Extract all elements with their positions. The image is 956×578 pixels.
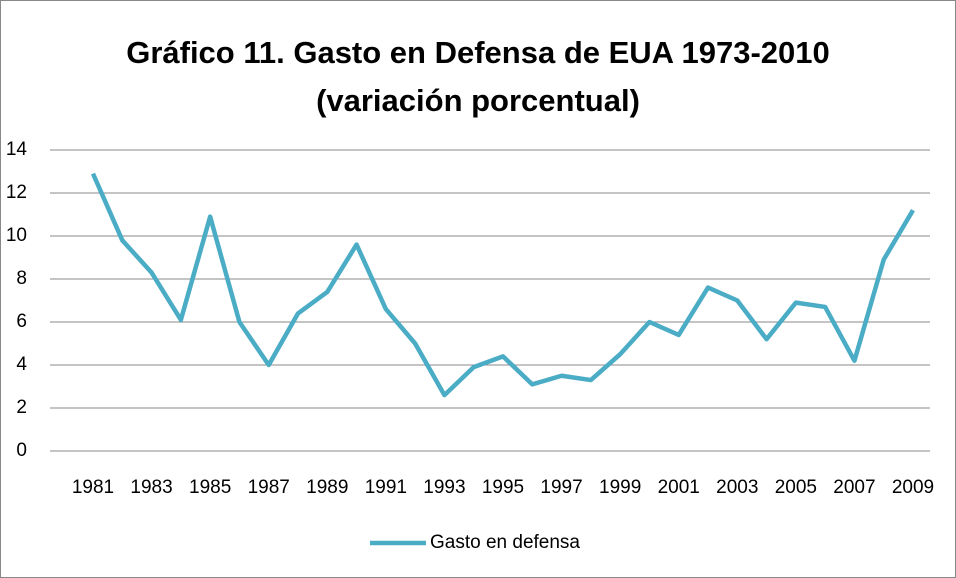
y-tick-label: 12 [6,182,27,203]
x-tick-label: 2005 [775,477,817,498]
x-tick-label: 1989 [306,477,348,498]
y-tick-label: 2 [16,397,27,418]
x-tick-label: 2003 [716,477,758,498]
chart-title: Gráfico 11. Gasto en Defensa de EUA 1973… [126,35,830,70]
line-series [90,172,915,398]
x-tick-label: 1987 [248,477,290,498]
x-tick-label: 1997 [540,477,582,498]
y-tick-label: 4 [16,354,27,375]
x-tick-label: 1999 [599,477,641,498]
x-tick-label: 1983 [130,477,172,498]
y-tick-label: 6 [16,311,27,332]
y-tick-label: 0 [16,440,27,461]
x-tick-label: 1991 [365,477,407,498]
y-tick-label: 8 [16,268,27,289]
x-tick-label: 1993 [423,477,465,498]
chart-subtitle: (variación porcentual) [316,83,640,118]
y-tick-label: 10 [6,225,27,246]
x-tick-label: 1995 [482,477,524,498]
x-tick-label: 2001 [658,477,700,498]
x-tick-label: 2009 [892,477,934,498]
y-tick-label: 14 [6,139,28,160]
legend-label: Gasto en defensa [430,532,580,553]
x-tick-label: 1981 [72,477,114,498]
x-tick-label: 2007 [833,477,875,498]
x-tick-label: 1985 [189,477,231,498]
